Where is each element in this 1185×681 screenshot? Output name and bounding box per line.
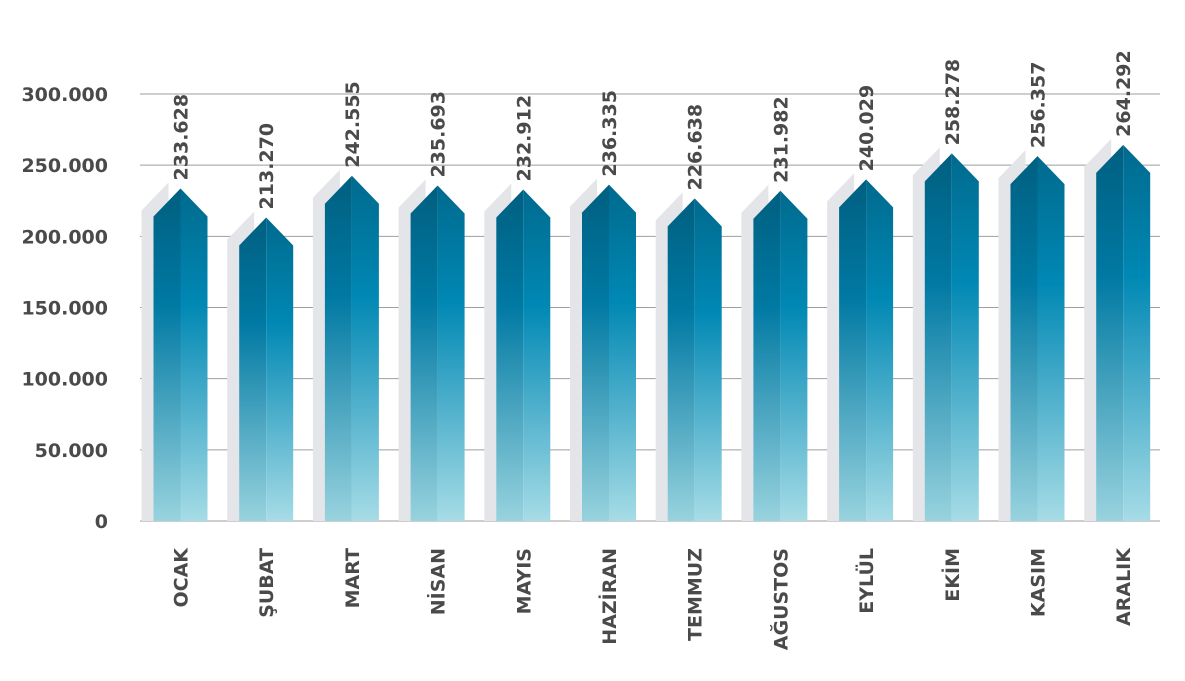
bar-left-face (753, 190, 781, 521)
y-tick-label: 250.000 (21, 155, 108, 177)
y-axis-tick-labels: 0 50.000 100.000 150.000 200.000 250.000 300.0… (21, 84, 108, 533)
bar-right-face (351, 175, 379, 522)
y-tick-label: 300.000 (21, 84, 108, 106)
category-label: EYLÜL (854, 548, 878, 614)
category-label: MART (342, 548, 364, 608)
value-label: 258.278 (942, 59, 964, 146)
bar-left-face (582, 184, 609, 521)
y-tick-label: 0 (95, 511, 108, 533)
value-label: 242.555 (342, 81, 364, 168)
value-label: 226.638 (685, 104, 707, 191)
category-label: ARALIK (1113, 547, 1135, 626)
y-tick-label: 50.000 (35, 440, 108, 462)
bar-left-face (924, 153, 952, 521)
bar-right-face (694, 198, 722, 521)
bar (827, 173, 894, 522)
bar-left-face (324, 175, 352, 522)
value-labels: 233.628 213.270 242.555 235.693 232.912 236.3… (171, 50, 1136, 209)
category-label: EKİM (940, 548, 964, 602)
bar-right-face (866, 179, 894, 522)
bar-left-face (1010, 156, 1038, 521)
value-label: 232.912 (513, 95, 535, 182)
bar-left-face (496, 189, 524, 521)
bar (398, 179, 465, 521)
bar (312, 169, 379, 522)
category-label: OCAK (171, 547, 193, 608)
bar-right-face (609, 184, 636, 521)
value-label: 231.982 (770, 96, 792, 183)
bar-right-face (951, 153, 979, 521)
bar (570, 178, 636, 521)
value-label: 235.693 (428, 91, 450, 178)
bar-left-face (239, 217, 267, 522)
bar-right-face (780, 190, 808, 521)
category-label: HAZİRAN (597, 548, 621, 645)
category-label: KASIM (1028, 548, 1050, 617)
bar (141, 182, 208, 521)
bar-left-face (153, 188, 181, 521)
category-label: TEMMUZ (685, 548, 707, 641)
bar (1084, 138, 1151, 521)
bar-right-face (437, 185, 465, 521)
value-label: 256.357 (1028, 62, 1050, 149)
value-label: 236.335 (599, 90, 621, 177)
bar-right-face (523, 189, 551, 521)
bar (912, 147, 979, 521)
bar (998, 150, 1065, 521)
bar (741, 184, 808, 521)
bar-left-face (667, 198, 695, 521)
bar (227, 211, 294, 522)
gridlines (140, 93, 1160, 522)
bars (141, 138, 1151, 522)
y-tick-label: 150.000 (21, 298, 108, 320)
bar-left-face (1096, 144, 1124, 521)
category-labels: OCAK ŞUBAT MART NİSAN MAYIS HAZİRAN TEMMUZ AĞUS… (171, 547, 1136, 650)
bar-right-face (266, 217, 294, 522)
bar-right-face (180, 188, 208, 521)
category-label: MAYIS (513, 548, 535, 614)
value-label: 264.292 (1113, 50, 1135, 137)
bar-left-face (410, 185, 438, 521)
category-label: NİSAN (426, 548, 450, 615)
category-label: AĞUSTOS (768, 548, 792, 650)
bar (655, 192, 722, 521)
y-tick-label: 100.000 (21, 369, 108, 391)
bar-right-face (1037, 156, 1065, 521)
y-tick-label: 200.000 (21, 226, 108, 248)
bar-right-face (1123, 144, 1151, 521)
value-label: 213.270 (256, 123, 278, 210)
bar (484, 183, 551, 521)
value-label: 240.029 (856, 85, 878, 172)
category-label: ŞUBAT (256, 548, 278, 618)
value-label: 233.628 (171, 94, 193, 181)
bar-left-face (839, 179, 867, 522)
